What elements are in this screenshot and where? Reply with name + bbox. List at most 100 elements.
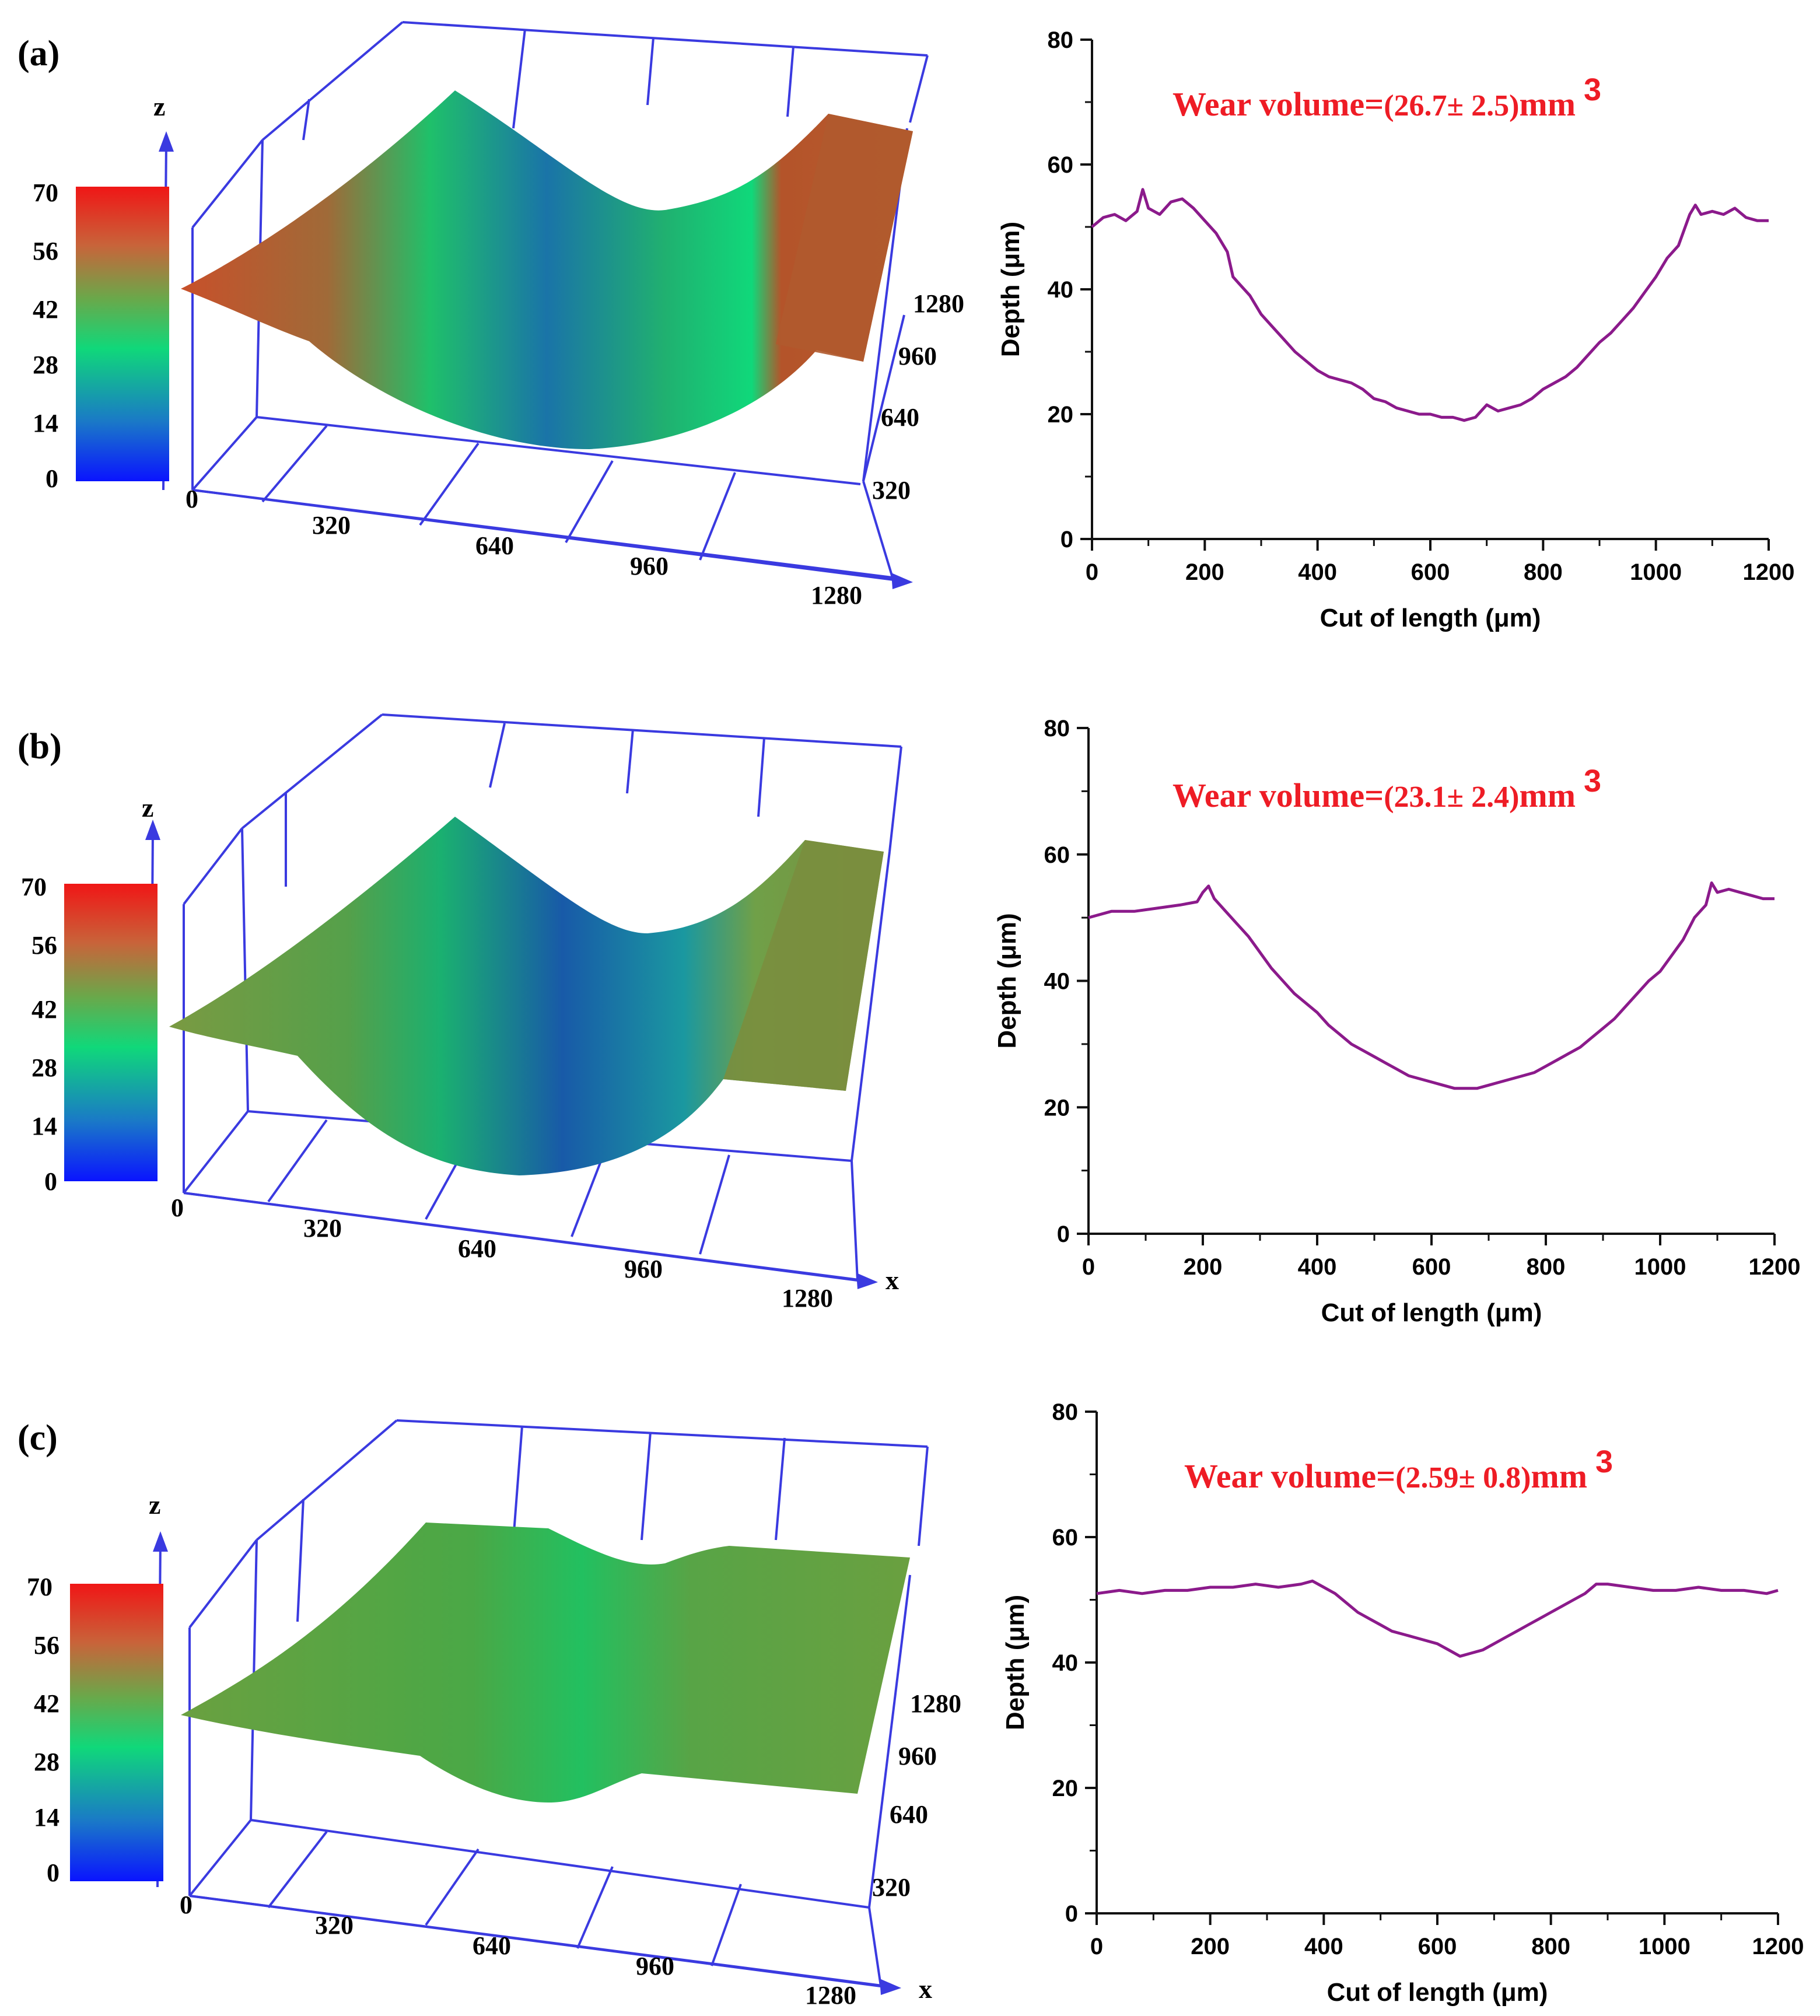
worn-surface	[169, 817, 884, 1175]
colorbar-gradient	[76, 187, 169, 481]
panel-b: (b)	[18, 713, 902, 1312]
colorbar-tick-label: 70	[21, 873, 47, 901]
colorbar-tick-label: 14	[32, 1112, 57, 1140]
y-tick-label: 80	[1044, 716, 1070, 741]
x-tick-label: 400	[1298, 1254, 1337, 1280]
wear-volume-unit: mm	[1531, 1457, 1587, 1495]
colorbar-tick-label: 56	[34, 1631, 60, 1660]
x-tick-label: 800	[1527, 1254, 1566, 1280]
surface-plot-3d: z x 0 320 640 960 1280 1280 960 640 320	[149, 1419, 961, 2010]
colorbar: 70 56 42 28 14 0	[21, 873, 158, 1196]
x-tick-label: 200	[1185, 559, 1224, 585]
colorbar-tick-label: 42	[33, 295, 58, 324]
x-tick-label: 0	[1086, 559, 1098, 585]
wear-volume-annotation: Wear volume=(26.7± 2.5)mm 3	[1172, 72, 1601, 123]
y-tick-label: 20	[1052, 1776, 1079, 1801]
colorbar-gradient	[70, 1584, 163, 1881]
colorbar-tick-label: 0	[46, 464, 58, 493]
x-tick-label: 640	[475, 531, 514, 560]
x-axis	[192, 489, 913, 589]
x-tick-label: 960	[624, 1255, 663, 1283]
x-tick-label: 600	[1411, 559, 1450, 585]
colorbar: 70 56 42 28 14 0	[27, 1573, 163, 1887]
x-tick-label: 640	[473, 1931, 511, 1960]
wear-volume-prefix: Wear volume=	[1184, 1457, 1395, 1495]
colorbar-tick-label: 0	[44, 1167, 57, 1196]
y-tick-label: 20	[1048, 402, 1074, 428]
colorbar-tick-label: 42	[32, 995, 57, 1024]
x-tick-label: 400	[1298, 559, 1337, 585]
wear-volume-value: (26.7± 2.5)	[1384, 89, 1519, 123]
y-tick-label: 0	[1057, 1222, 1070, 1247]
y-tick-labels: 1280 960 640 320	[872, 289, 964, 505]
origin-label: 0	[180, 1891, 192, 1919]
surface-plot-3d: z x 0 320 640 960 1280	[142, 713, 902, 1312]
y-tick-label: 320	[872, 476, 911, 505]
y-tick-label: 320	[872, 1873, 911, 1902]
colorbar-tick-label: 0	[47, 1859, 60, 1887]
y-tick-label: 60	[1048, 152, 1074, 178]
panel-label: (c)	[18, 1418, 58, 1458]
y-tick-label: 40	[1044, 969, 1070, 995]
y-tick-label: 80	[1052, 1399, 1079, 1425]
y-axis-title: Depth (μm)	[1001, 1595, 1030, 1730]
y-axis-title: Depth (μm)	[996, 222, 1025, 357]
y-tick-label: 0	[1060, 527, 1073, 552]
y-axis-title: Depth (μm)	[993, 913, 1021, 1048]
x-tick-labels: 320 640 960 1280	[315, 1911, 856, 2010]
y-tick-label: 0	[1065, 1901, 1078, 1927]
worn-surface	[181, 90, 913, 449]
colorbar-tick-label: 28	[32, 1054, 57, 1082]
colorbar-tick-label: 56	[33, 237, 58, 265]
wear-volume-annotation: Wear volume=(2.59± 0.8)mm 3	[1184, 1444, 1613, 1495]
panel-a: (a)	[18, 21, 964, 610]
x-axis: x	[189, 1895, 932, 2004]
wear-volume-value: (2.59± 0.8)	[1395, 1461, 1531, 1494]
panel-label: (b)	[18, 727, 62, 766]
x-axis-title: Cut of length (μm)	[1320, 604, 1541, 632]
x-tick-labels: 320 640 960 1280	[303, 1214, 833, 1312]
x-tick-label: 1000	[1634, 1254, 1686, 1280]
worn-surface	[181, 1522, 910, 1803]
x-tick-label: 320	[312, 511, 351, 540]
y-tick-label: 40	[1048, 277, 1074, 303]
x-tick-label: 640	[458, 1234, 496, 1263]
x-tick-label: 320	[315, 1911, 354, 1940]
wear-volume-unit: mm	[1519, 85, 1576, 123]
x-tick-label: 1280	[811, 581, 862, 610]
y-tick-label: 60	[1044, 842, 1070, 868]
x-tick-label: 1000	[1639, 1934, 1690, 1959]
profile-line-profile	[1088, 881, 1774, 1090]
x-axis-title: Cut of length (μm)	[1327, 1978, 1548, 2007]
z-axis-label: z	[153, 92, 165, 121]
panel-c: (c)	[18, 1418, 961, 2010]
x-axis-label: x	[919, 1974, 932, 2004]
y-tick-label: 80	[1048, 27, 1074, 53]
x-tick-label: 200	[1184, 1254, 1223, 1280]
x-tick-label: 600	[1412, 1254, 1451, 1280]
x-tick-label: 960	[636, 1952, 674, 1980]
wear-volume-value: (23.1± 2.4)	[1384, 780, 1519, 814]
x-tick-label: 200	[1191, 1934, 1230, 1959]
y-tick-label: 60	[1052, 1525, 1079, 1550]
y-tick-label: 20	[1044, 1095, 1070, 1121]
z-axis-label: z	[142, 793, 153, 822]
x-tick-label: 1280	[782, 1284, 833, 1312]
x-tick-labels: 320 640 960 1280	[312, 511, 862, 610]
y-tick-label: 640	[890, 1800, 928, 1829]
x-tick-label: 1200	[1749, 1254, 1801, 1280]
wear-volume-prefix: Wear volume=	[1172, 776, 1384, 814]
x-tick-label: 400	[1304, 1934, 1343, 1959]
y-tick-labels: 1280 960 640 320	[872, 1689, 961, 1902]
z-axis-label: z	[149, 1490, 160, 1520]
colorbar-tick-label: 14	[33, 409, 58, 438]
x-tick-label: 320	[303, 1214, 342, 1242]
colorbar-tick-label: 56	[32, 931, 57, 960]
y-tick-label: 1280	[910, 1689, 961, 1718]
x-tick-label: 800	[1531, 1934, 1570, 1959]
x-tick-label: 800	[1524, 559, 1563, 585]
x-axis-label: x	[886, 1265, 899, 1295]
